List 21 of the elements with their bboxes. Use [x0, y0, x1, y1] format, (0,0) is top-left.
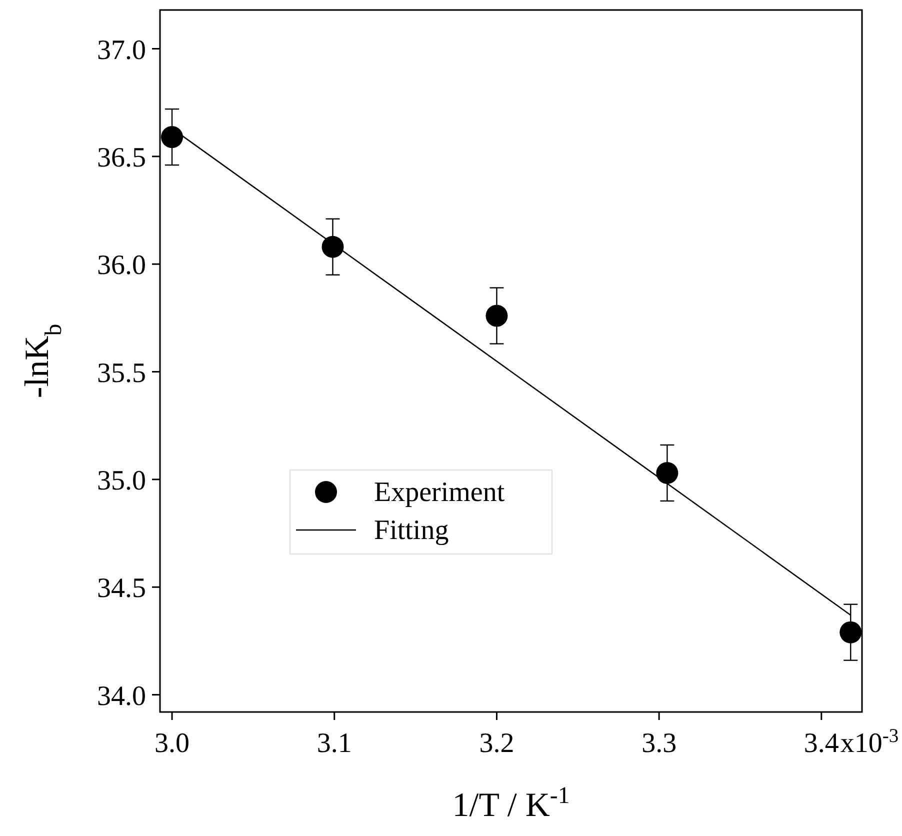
x-tick-label: 3.2 [479, 728, 514, 759]
point [161, 126, 184, 148]
y-tick-label: 37.0 [97, 34, 146, 66]
text: x10$^{-3}$ [840, 726, 899, 759]
y-tick-label: 34.0 [97, 680, 146, 712]
x-tick-label: 3.3 [642, 728, 677, 759]
point [322, 236, 344, 258]
y-tick-label: 34.5 [97, 573, 146, 604]
legend-label: Experiment [374, 477, 505, 508]
y-tick-label: 35.5 [97, 358, 146, 389]
point [656, 462, 678, 484]
x-axis-title: 1/T / K$^{-1}$ [452, 783, 570, 824]
x-tick-label: 3.4 [804, 728, 839, 759]
y-tick-label: 35.0 [97, 465, 146, 496]
y-tick-label: 36.0 [97, 250, 146, 282]
point [840, 621, 862, 644]
y-tick-label: 36.5 [97, 142, 146, 174]
x-tick-label: 3.1 [316, 728, 352, 759]
x-tick-label: 3.0 [154, 728, 190, 759]
legend-label: Fitting [374, 515, 449, 546]
point [486, 304, 508, 327]
